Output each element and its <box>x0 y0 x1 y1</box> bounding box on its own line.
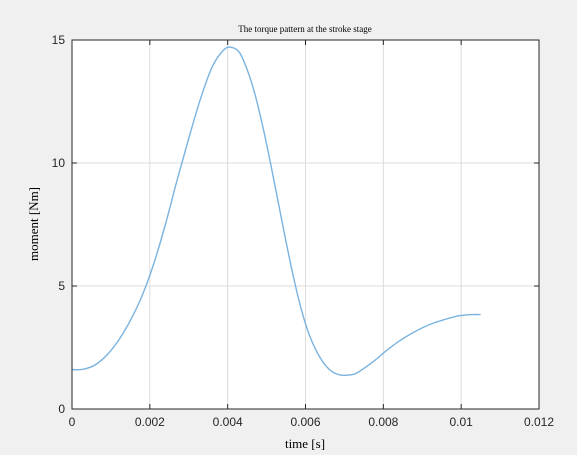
grid-lines <box>72 40 539 409</box>
tick-marks <box>71 39 540 410</box>
series-line-0 <box>71 46 481 376</box>
x-tick-label: 0.002 <box>135 415 165 429</box>
x-tick-label: 0.006 <box>290 415 320 429</box>
y-tick-label: 0 <box>58 402 65 416</box>
tick-labels: 0 0.002 0.004 0.006 0.008 0.01 0.012 0 5 10 15 <box>52 33 555 429</box>
series-layer <box>71 46 481 376</box>
x-tick-label: 0.012 <box>524 415 554 429</box>
x-axis-label: time [s] <box>285 436 325 451</box>
y-tick-label: 5 <box>58 279 65 293</box>
x-tick-label: 0.01 <box>449 415 473 429</box>
y-tick-label: 15 <box>52 33 66 47</box>
y-axis-label: moment [Nm] <box>26 187 41 261</box>
chart-title: The torque pattern at the stroke stage <box>238 24 371 34</box>
x-tick-label: 0 <box>69 415 76 429</box>
x-tick-label: 0.008 <box>368 415 398 429</box>
x-tick-label: 0.004 <box>213 415 243 429</box>
y-tick-label: 10 <box>52 156 66 170</box>
